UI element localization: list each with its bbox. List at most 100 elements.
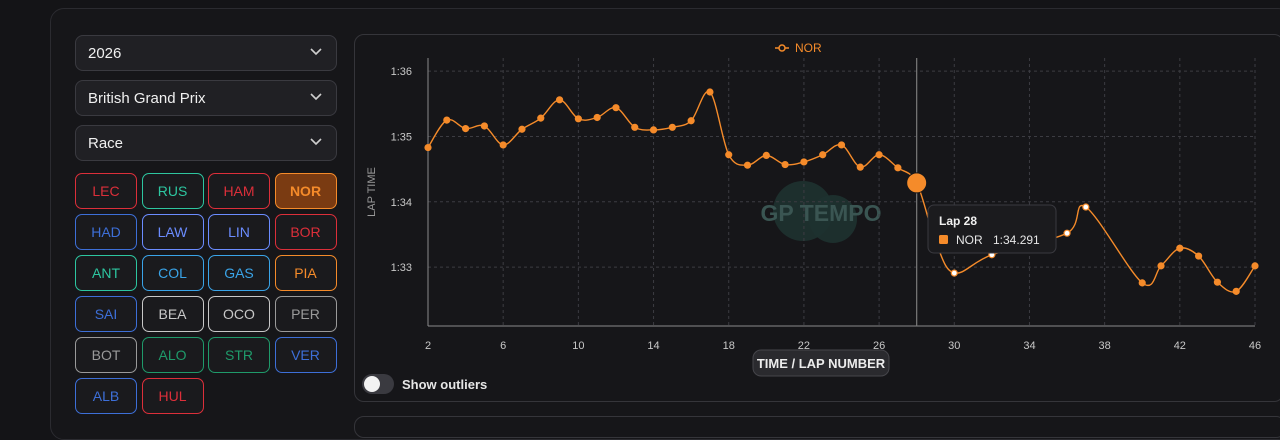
data-point bbox=[856, 163, 864, 171]
data-point bbox=[1138, 279, 1146, 287]
driver-button-ver[interactable]: VER bbox=[274, 337, 337, 373]
tooltip-value: 1:34.291 bbox=[993, 233, 1040, 247]
season-select-value: 2026 bbox=[88, 44, 122, 62]
show-outliers-toggle[interactable] bbox=[362, 374, 394, 394]
driver-button-gas[interactable]: GAS bbox=[208, 255, 270, 291]
x-tick-label: 6 bbox=[500, 340, 506, 352]
driver-button-str[interactable]: STR bbox=[208, 337, 270, 373]
data-point bbox=[461, 124, 470, 133]
data-point bbox=[631, 123, 639, 131]
y-axis-title: LAP TIME bbox=[366, 167, 378, 217]
tooltip-box bbox=[927, 204, 1057, 254]
data-point bbox=[837, 141, 846, 149]
chevron-down-icon bbox=[310, 93, 322, 101]
x-tick-label: 2 bbox=[425, 340, 431, 352]
data-point bbox=[424, 143, 432, 152]
hover-data-point bbox=[906, 172, 928, 194]
tooltip-driver: NOR bbox=[956, 233, 983, 247]
x-axis-title: TIME / LAP NUMBER bbox=[757, 356, 886, 371]
lap-time-chart-panel: GP TEMPO 1:33 1:34 1:35 1:36 2 6 10 14 18 22 26 30 34… bbox=[354, 34, 1280, 402]
data-point bbox=[781, 160, 789, 169]
data-point bbox=[1195, 252, 1203, 260]
series-line-nor bbox=[427, 90, 1256, 293]
tooltip-swatch bbox=[939, 235, 948, 244]
x-tick-label: 30 bbox=[948, 340, 960, 352]
driver-button-lin[interactable]: LIN bbox=[208, 214, 270, 250]
driver-button-bot[interactable]: BOT bbox=[75, 337, 137, 373]
data-point bbox=[819, 151, 827, 159]
data-point bbox=[762, 151, 770, 159]
x-tick-label: 42 bbox=[1174, 340, 1186, 352]
data-point bbox=[894, 164, 902, 172]
data-point bbox=[875, 151, 883, 159]
data-point bbox=[1251, 262, 1259, 270]
driver-button-nor[interactable]: NOR bbox=[274, 173, 337, 209]
y-tick-label: 1:36 bbox=[391, 66, 412, 78]
driver-button-alo[interactable]: ALO bbox=[141, 337, 204, 373]
y-tick-label: 1:34 bbox=[391, 197, 412, 209]
x-tick-label: 38 bbox=[1099, 340, 1111, 352]
watermark-text: GP TEMPO bbox=[761, 200, 882, 226]
driver-button-per[interactable]: PER bbox=[274, 296, 337, 332]
driver-button-rus[interactable]: RUS bbox=[141, 173, 204, 209]
season-select[interactable]: 2026 bbox=[75, 35, 337, 71]
show-outliers-label: Show outliers bbox=[402, 376, 488, 392]
x-tick-label: 34 bbox=[1023, 340, 1035, 352]
data-point bbox=[612, 104, 620, 112]
x-tick-label: 10 bbox=[572, 340, 584, 352]
toggle-knob bbox=[364, 376, 380, 392]
session-select[interactable]: Race bbox=[75, 125, 337, 161]
data-point bbox=[668, 123, 676, 131]
data-point bbox=[555, 96, 564, 104]
driver-button-alb[interactable]: ALB bbox=[75, 378, 137, 414]
data-point bbox=[1082, 203, 1090, 211]
tooltip-title: Lap 28 bbox=[939, 214, 977, 228]
data-point bbox=[537, 114, 545, 122]
driver-button-had[interactable]: HAD bbox=[75, 214, 137, 250]
data-point bbox=[480, 122, 488, 130]
driver-button-sai[interactable]: SAI bbox=[75, 296, 137, 332]
x-tick-label: 18 bbox=[723, 340, 735, 352]
driver-button-law[interactable]: LAW bbox=[141, 214, 204, 250]
x-tick-label: 26 bbox=[873, 340, 885, 352]
driver-button-hul[interactable]: HUL bbox=[141, 378, 204, 414]
watermark-circle bbox=[809, 195, 857, 243]
driver-button-oco[interactable]: OCO bbox=[208, 296, 270, 332]
driver-button-bea[interactable]: BEA bbox=[141, 296, 204, 332]
driver-button-bor[interactable]: BOR bbox=[274, 214, 337, 250]
chevron-down-icon bbox=[310, 138, 322, 146]
session-select-value: Race bbox=[88, 134, 124, 152]
data-point bbox=[518, 125, 526, 133]
y-tick-label: 1:33 bbox=[391, 262, 412, 274]
data-point bbox=[743, 161, 752, 169]
data-point bbox=[950, 269, 958, 277]
event-select[interactable]: British Grand Prix bbox=[75, 80, 337, 116]
driver-button-lec[interactable]: LEC bbox=[75, 173, 137, 209]
data-point bbox=[725, 151, 733, 159]
y-tick-label: 1:35 bbox=[391, 131, 412, 143]
data-point bbox=[593, 113, 601, 122]
data-point bbox=[1176, 244, 1184, 252]
data-point bbox=[800, 158, 808, 166]
driver-button-col[interactable]: COL bbox=[141, 255, 204, 291]
data-point bbox=[687, 117, 695, 125]
x-tick-label: 46 bbox=[1249, 340, 1261, 352]
driver-button-ham[interactable]: HAM bbox=[208, 173, 270, 209]
x-axis-title-pill bbox=[752, 349, 890, 377]
data-point bbox=[443, 116, 451, 124]
driver-button-ant[interactable]: ANT bbox=[75, 255, 137, 291]
event-select-value: British Grand Prix bbox=[88, 89, 206, 107]
show-outliers-row: Show outliers bbox=[362, 374, 487, 394]
driver-button-pia[interactable]: PIA bbox=[274, 255, 337, 291]
lower-panel bbox=[354, 416, 1280, 438]
data-point bbox=[1063, 229, 1071, 237]
data-point bbox=[1232, 287, 1240, 295]
x-tick-label: 14 bbox=[647, 340, 659, 352]
legend-label: NOR bbox=[795, 41, 822, 55]
data-point bbox=[649, 126, 658, 134]
x-tick-label: 22 bbox=[798, 340, 810, 352]
chevron-down-icon bbox=[310, 48, 322, 56]
data-point bbox=[706, 88, 714, 96]
data-point bbox=[574, 115, 582, 123]
